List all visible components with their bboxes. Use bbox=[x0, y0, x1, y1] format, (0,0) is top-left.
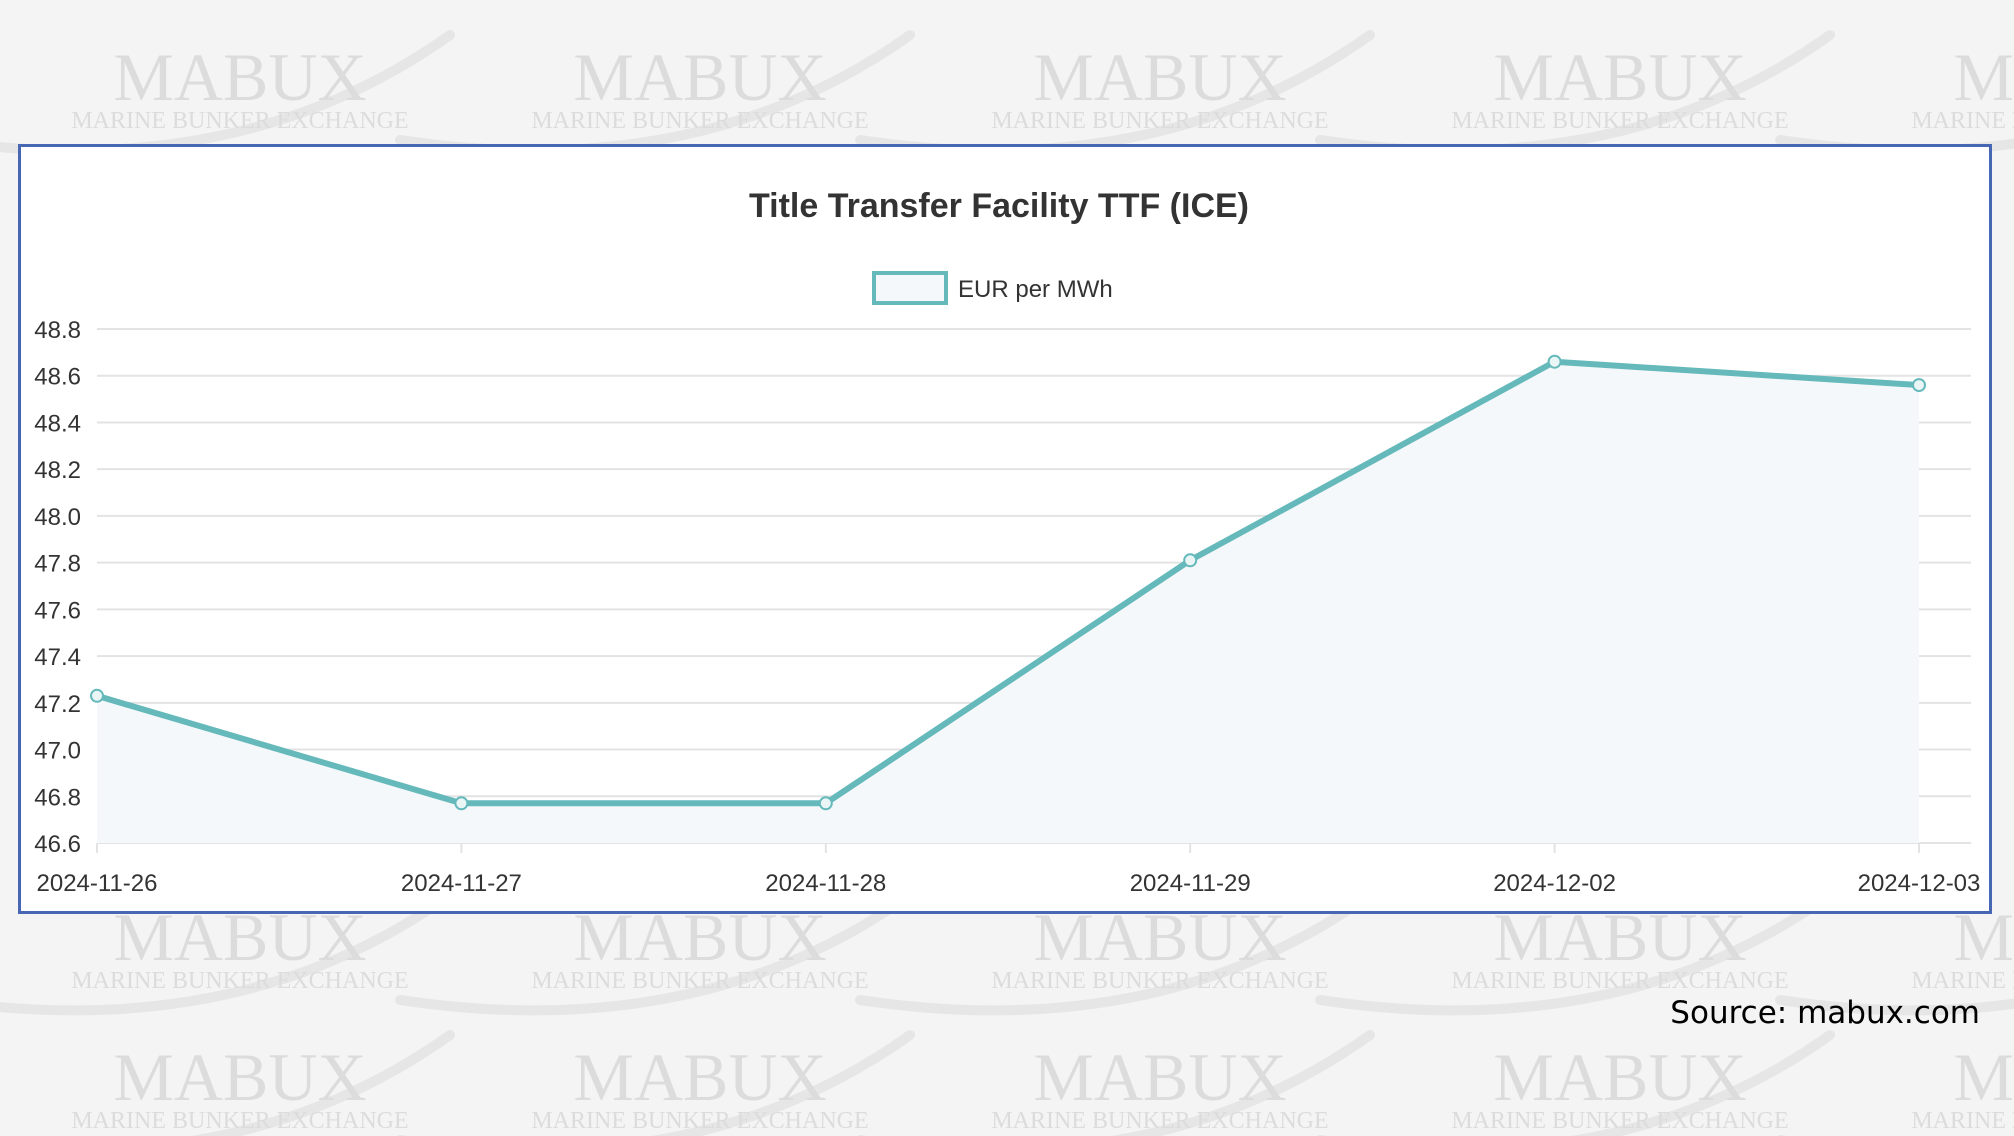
watermark-swoosh bbox=[1317, 1030, 1835, 1136]
chart-panel: Title Transfer Facility TTF (ICE) EUR pe… bbox=[18, 144, 1992, 914]
y-tick-label: 46.8 bbox=[34, 784, 81, 811]
series-area bbox=[97, 361, 1919, 843]
x-tick-label: 2024-12-03 bbox=[1858, 870, 1981, 897]
x-tick-label: 2024-11-26 bbox=[37, 870, 158, 897]
y-tick-label: 47.8 bbox=[34, 551, 81, 578]
watermark-brand: MABUX bbox=[113, 1039, 366, 1115]
watermark-tagline: MARINE BUNKER EXCHANGE bbox=[71, 968, 408, 994]
y-tick-label: 47.0 bbox=[34, 738, 81, 765]
data-point[interactable] bbox=[1912, 378, 1926, 393]
watermark-tagline: MARINE BUNKER EXCHANGE bbox=[991, 1108, 1328, 1134]
watermark-brand: MABUX bbox=[573, 1039, 826, 1115]
watermark-swoosh bbox=[855, 890, 1375, 1016]
data-point[interactable] bbox=[818, 796, 833, 811]
watermark-brand: MABUX bbox=[1493, 1039, 1746, 1115]
x-tick-label: 2024-11-27 bbox=[401, 870, 522, 897]
x-tick-label: 2024-11-29 bbox=[1130, 870, 1251, 897]
watermark-swoosh bbox=[1775, 995, 2014, 1016]
y-tick-label: 47.4 bbox=[34, 644, 81, 671]
watermark-tagline: MARINE BUNKER EXCHANGE bbox=[1451, 1108, 1788, 1134]
legend-label: EUR per MWh bbox=[958, 276, 1113, 303]
watermark-tagline: MARINE BUNKER EXCHANGE bbox=[71, 108, 408, 134]
watermark-tagline: MARINE BUNKER EXCHANGE bbox=[531, 108, 868, 134]
watermark-brand: MABUX bbox=[573, 39, 826, 115]
watermark-brand: MABUX bbox=[1953, 39, 2014, 115]
chart-title: Title Transfer Facility TTF (ICE) bbox=[749, 187, 1249, 225]
y-tick-label: 48.6 bbox=[34, 364, 81, 391]
watermark-tagline: MARINE BUNKER EXCHANGE bbox=[1451, 968, 1788, 994]
line-chart: Title Transfer Facility TTF (ICE) EUR pe… bbox=[34, 187, 1981, 897]
data-point[interactable] bbox=[90, 688, 104, 703]
watermark-brand: MABUX bbox=[113, 39, 366, 115]
watermark-tagline: MARINE BUNKER EXCHANGE bbox=[71, 1108, 408, 1134]
watermark-brand: MABUX bbox=[1953, 1039, 2014, 1115]
y-tick-label: 47.6 bbox=[34, 597, 81, 624]
source-note: Source: mabux.com bbox=[1670, 995, 1980, 1031]
watermark-tagline: MARINE BUNKER EXCHANGE bbox=[1911, 968, 2014, 994]
watermark-brand: MABUX bbox=[1033, 1039, 1286, 1115]
data-point[interactable] bbox=[1547, 354, 1562, 369]
watermark-tagline: MARINE BUNKER EXCHANGE bbox=[531, 968, 868, 994]
y-tick-label: 48.0 bbox=[34, 504, 81, 531]
x-tick-label: 2024-11-28 bbox=[765, 870, 886, 897]
watermark-swoosh bbox=[397, 1030, 915, 1136]
series-line bbox=[96, 358, 1920, 807]
watermark-tagline: MARINE BUNKER EXCHANGE bbox=[531, 1108, 868, 1134]
watermark-tagline: MARINE BUNKER EXCHANGE bbox=[1911, 108, 2014, 134]
watermark-tagline: MARINE BUNKER EXCHANGE bbox=[1451, 108, 1788, 134]
watermark-swoosh bbox=[857, 1030, 1375, 1136]
y-tick-label: 48.2 bbox=[34, 457, 81, 484]
watermark-brand: MABUX bbox=[1033, 39, 1286, 115]
watermark-tagline: MARINE BUNKER EXCHANGE bbox=[1911, 1108, 2014, 1134]
y-tick-label: 48.8 bbox=[34, 317, 81, 344]
y-tick-label: 47.2 bbox=[34, 691, 81, 718]
watermark-swoosh bbox=[0, 890, 455, 1016]
watermark-swoosh bbox=[1315, 890, 1835, 1016]
y-tick-label: 48.4 bbox=[34, 410, 81, 437]
y-tick-label: 46.6 bbox=[34, 831, 81, 858]
x-tick-label: 2024-12-02 bbox=[1493, 870, 1616, 897]
watermark-tagline: MARINE BUNKER EXCHANGE bbox=[991, 108, 1328, 134]
legend-swatch bbox=[872, 271, 948, 305]
data-point[interactable] bbox=[454, 796, 469, 811]
watermark-tagline: MARINE BUNKER EXCHANGE bbox=[991, 968, 1328, 994]
watermark-swoosh bbox=[191, 1030, 455, 1136]
data-point[interactable] bbox=[1183, 553, 1198, 568]
chart-legend[interactable]: EUR per MWh bbox=[872, 271, 1113, 305]
watermark-brand: MABUX bbox=[1493, 39, 1746, 115]
watermark-swoosh bbox=[395, 890, 915, 1016]
